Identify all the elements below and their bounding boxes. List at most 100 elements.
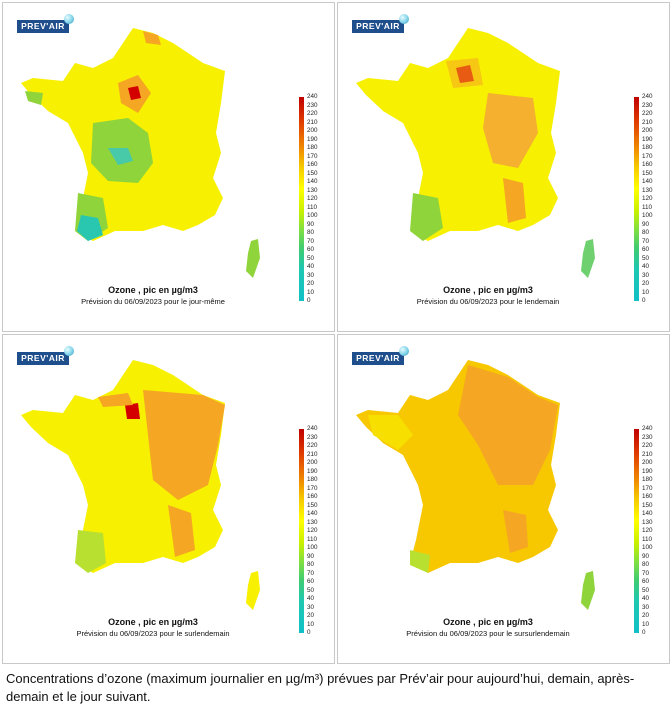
scale-tick-label: 40 bbox=[307, 595, 315, 602]
prevair-logo: PREV'AIR bbox=[17, 14, 74, 33]
scale-tick-label: 140 bbox=[642, 510, 653, 517]
scale-tick-label: 150 bbox=[642, 169, 653, 177]
scale-tick-label: 100 bbox=[307, 544, 318, 551]
map-title: Ozone , pic en µg/m3 bbox=[108, 285, 198, 295]
ozone-zone-teal-center bbox=[108, 148, 133, 165]
scale-tick-label: 210 bbox=[642, 118, 653, 126]
forecast-maps-grid: PREV'AIR 240 230 220 210 200 190 180 170 160 150 1… bbox=[2, 2, 670, 664]
scale-tick-label: 90 bbox=[642, 552, 650, 560]
scale-tick-label: 10 bbox=[642, 620, 650, 628]
logo-text: PREV'AIR bbox=[356, 21, 400, 31]
map-panel-tomorrow: PREV'AIR 240 230 220 210 200 190 180 170 160 150 1… bbox=[337, 2, 670, 332]
ozone-zone-orange-top bbox=[143, 31, 161, 45]
scale-tick-label: 170 bbox=[307, 484, 318, 492]
scale-tick-label: 190 bbox=[307, 135, 318, 143]
scale-tick-label: 170 bbox=[642, 484, 653, 492]
map-subtitle: Prévision du 06/09/2023 pour le surlende… bbox=[76, 629, 230, 638]
map-panel-day-after-tomorrow: PREV'AIR 240 230 220 210 200 190 180 170 160 150 1… bbox=[2, 334, 335, 664]
scale-tick-label: 100 bbox=[307, 212, 318, 219]
figure-caption: Concentrations d’ozone (maximum journali… bbox=[6, 671, 635, 704]
scale-tick-label: 0 bbox=[307, 629, 311, 636]
ozone-zone-orange-south bbox=[503, 510, 528, 553]
scale-tick-label: 120 bbox=[642, 195, 653, 202]
ozone-zone-green-southwest bbox=[410, 193, 443, 241]
map-panel-today: PREV'AIR 240 230 220 210 200 190 180 170 160 150 1… bbox=[2, 2, 335, 332]
color-scale: 240 230 220 210 200 190 180 170 160 150 140 130 120 1… bbox=[634, 425, 669, 639]
scale-tick-label: 170 bbox=[307, 152, 318, 160]
scale-tick-label: 60 bbox=[642, 578, 650, 585]
scale-tick-label: 150 bbox=[307, 501, 318, 509]
scale-tick-label: 240 bbox=[307, 93, 318, 100]
map-subtitle: Prévision du 06/09/2023 pour le lendemai… bbox=[416, 297, 560, 306]
map-subtitle: Prévision du 06/09/2023 pour le jour-mêm… bbox=[81, 297, 225, 306]
logo-globe-icon bbox=[399, 346, 409, 356]
scale-tick-label: 230 bbox=[307, 433, 318, 441]
scale-tick-label: 110 bbox=[642, 203, 653, 211]
scale-tick-label: 70 bbox=[307, 237, 315, 245]
corsica-shape bbox=[581, 239, 595, 278]
scale-tick-label: 180 bbox=[307, 476, 318, 483]
map-panel-following-day: PREV'AIR 240 230 220 210 200 190 180 170 160 150 1… bbox=[337, 334, 670, 664]
ozone-zone-orange-coast bbox=[98, 393, 133, 407]
scale-tick-label: 30 bbox=[307, 271, 315, 279]
logo-text: PREV'AIR bbox=[356, 353, 400, 363]
ozone-zone-yellow-west bbox=[368, 415, 413, 450]
scale-tick-label: 20 bbox=[642, 280, 650, 287]
scale-tick-label: 80 bbox=[307, 561, 315, 568]
scale-tick-label: 140 bbox=[307, 178, 318, 185]
prevair-logo: PREV'AIR bbox=[17, 346, 74, 365]
ozone-zone-red-paris bbox=[125, 403, 140, 419]
scale-tick-label: 130 bbox=[307, 186, 318, 194]
ozone-zone-orange-northeast bbox=[143, 390, 225, 500]
scale-tick-label: 50 bbox=[642, 586, 650, 594]
scale-tick-label: 20 bbox=[307, 612, 315, 619]
scale-tick-label: 190 bbox=[307, 467, 318, 475]
scale-tick-label: 80 bbox=[642, 561, 650, 568]
map-title: Ozone , pic en µg/m3 bbox=[443, 285, 533, 295]
scale-tick-label: 0 bbox=[642, 297, 646, 304]
scale-tick-label: 120 bbox=[307, 527, 318, 534]
ozone-zone-orange-east bbox=[483, 93, 538, 168]
scale-tick-label: 0 bbox=[642, 629, 646, 636]
scale-tick-label: 130 bbox=[642, 186, 653, 194]
scale-tick-label: 160 bbox=[307, 161, 318, 168]
map-subtitle: Prévision du 06/09/2023 pour le sursurle… bbox=[406, 629, 570, 638]
ozone-map-following-day bbox=[356, 360, 595, 610]
scale-tick-label: 210 bbox=[307, 450, 318, 458]
color-scale-bar bbox=[299, 97, 304, 301]
ozone-zone-teal-southwest bbox=[77, 215, 103, 241]
color-scale: 240 230 220 210 200 190 180 170 160 150 140 130 120 1… bbox=[299, 425, 334, 639]
scale-tick-label: 40 bbox=[642, 263, 650, 270]
scale-tick-label: 90 bbox=[642, 220, 650, 228]
corsica-shape bbox=[246, 571, 260, 610]
scale-tick-label: 130 bbox=[307, 518, 318, 526]
color-scale-bar bbox=[634, 97, 639, 301]
color-scale: 240 230 220 210 200 190 180 170 160 150 140 130 120 1… bbox=[634, 93, 669, 307]
color-scale: 240 230 220 210 200 190 180 170 160 150 140 130 120 1… bbox=[299, 93, 334, 307]
scale-tick-label: 160 bbox=[642, 493, 653, 500]
scale-tick-label: 190 bbox=[642, 467, 653, 475]
ozone-zone-orange-paris bbox=[446, 58, 483, 88]
scale-tick-label: 110 bbox=[307, 203, 318, 211]
scale-tick-label: 70 bbox=[642, 569, 650, 577]
scale-tick-label: 150 bbox=[307, 169, 318, 177]
scale-tick-label: 50 bbox=[307, 586, 315, 594]
prevair-logo: PREV'AIR bbox=[352, 14, 409, 33]
scale-tick-label: 0 bbox=[307, 297, 311, 304]
scale-tick-label: 200 bbox=[642, 127, 653, 134]
scale-tick-label: 220 bbox=[642, 442, 653, 449]
color-scale-bar bbox=[299, 429, 304, 633]
logo-text: PREV'AIR bbox=[21, 21, 65, 31]
ozone-zone-orange-northeast bbox=[458, 365, 558, 485]
logo-text: PREV'AIR bbox=[21, 353, 65, 363]
corsica-shape bbox=[246, 239, 260, 278]
ozone-map-today bbox=[21, 28, 260, 278]
scale-tick-label: 240 bbox=[642, 93, 653, 100]
scale-tick-label: 50 bbox=[307, 254, 315, 262]
scale-tick-label: 20 bbox=[642, 612, 650, 619]
ozone-map-day-after-tomorrow bbox=[21, 360, 260, 610]
map-title: Ozone , pic en µg/m3 bbox=[443, 617, 533, 627]
scale-tick-label: 230 bbox=[642, 433, 653, 441]
scale-tick-label: 90 bbox=[307, 220, 315, 228]
scale-tick-label: 10 bbox=[307, 288, 315, 296]
